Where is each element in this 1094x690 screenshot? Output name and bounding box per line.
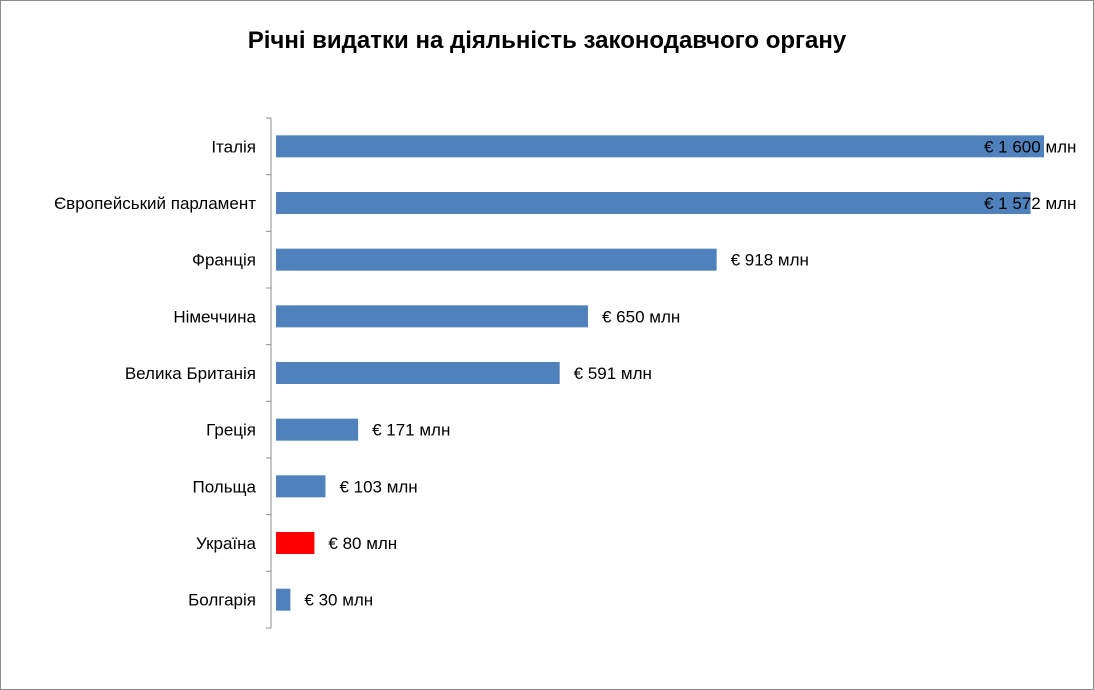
value-label-0: € 1 600 млн — [984, 137, 1076, 156]
value-label-2: € 918 млн — [731, 251, 809, 270]
bar-7 — [276, 532, 315, 554]
bar-3 — [276, 305, 588, 328]
bar-2 — [276, 248, 717, 271]
category-label-8: Болгарія — [188, 591, 256, 610]
bar-8 — [276, 588, 291, 611]
value-label-3: € 650 млн — [602, 307, 680, 326]
value-label-8: € 30 млн — [304, 591, 373, 610]
category-label-7: Україна — [196, 534, 256, 553]
bar-5 — [276, 418, 359, 441]
category-label-6: Польща — [192, 477, 256, 496]
bar-1 — [276, 192, 1031, 214]
category-label-3: Німеччина — [173, 307, 256, 326]
value-label-6: € 103 млн — [339, 477, 417, 496]
value-label-7: € 80 млн — [328, 534, 397, 553]
bar-0 — [276, 135, 1044, 158]
bar-6 — [276, 475, 326, 498]
value-label-1: € 1 572 млн — [984, 194, 1076, 213]
category-label-5: Греція — [206, 421, 256, 440]
category-label-1: Європейський парламент — [54, 194, 256, 213]
category-label-0: Італія — [211, 137, 256, 156]
bar-4 — [276, 362, 560, 384]
chart-title: Річні видатки на діяльність законодавчог… — [247, 27, 847, 54]
category-label-4: Велика Британія — [125, 364, 256, 383]
category-label-2: Франція — [192, 251, 256, 270]
value-label-5: € 171 млн — [372, 421, 450, 440]
value-label-4: € 591 млн — [574, 364, 652, 383]
